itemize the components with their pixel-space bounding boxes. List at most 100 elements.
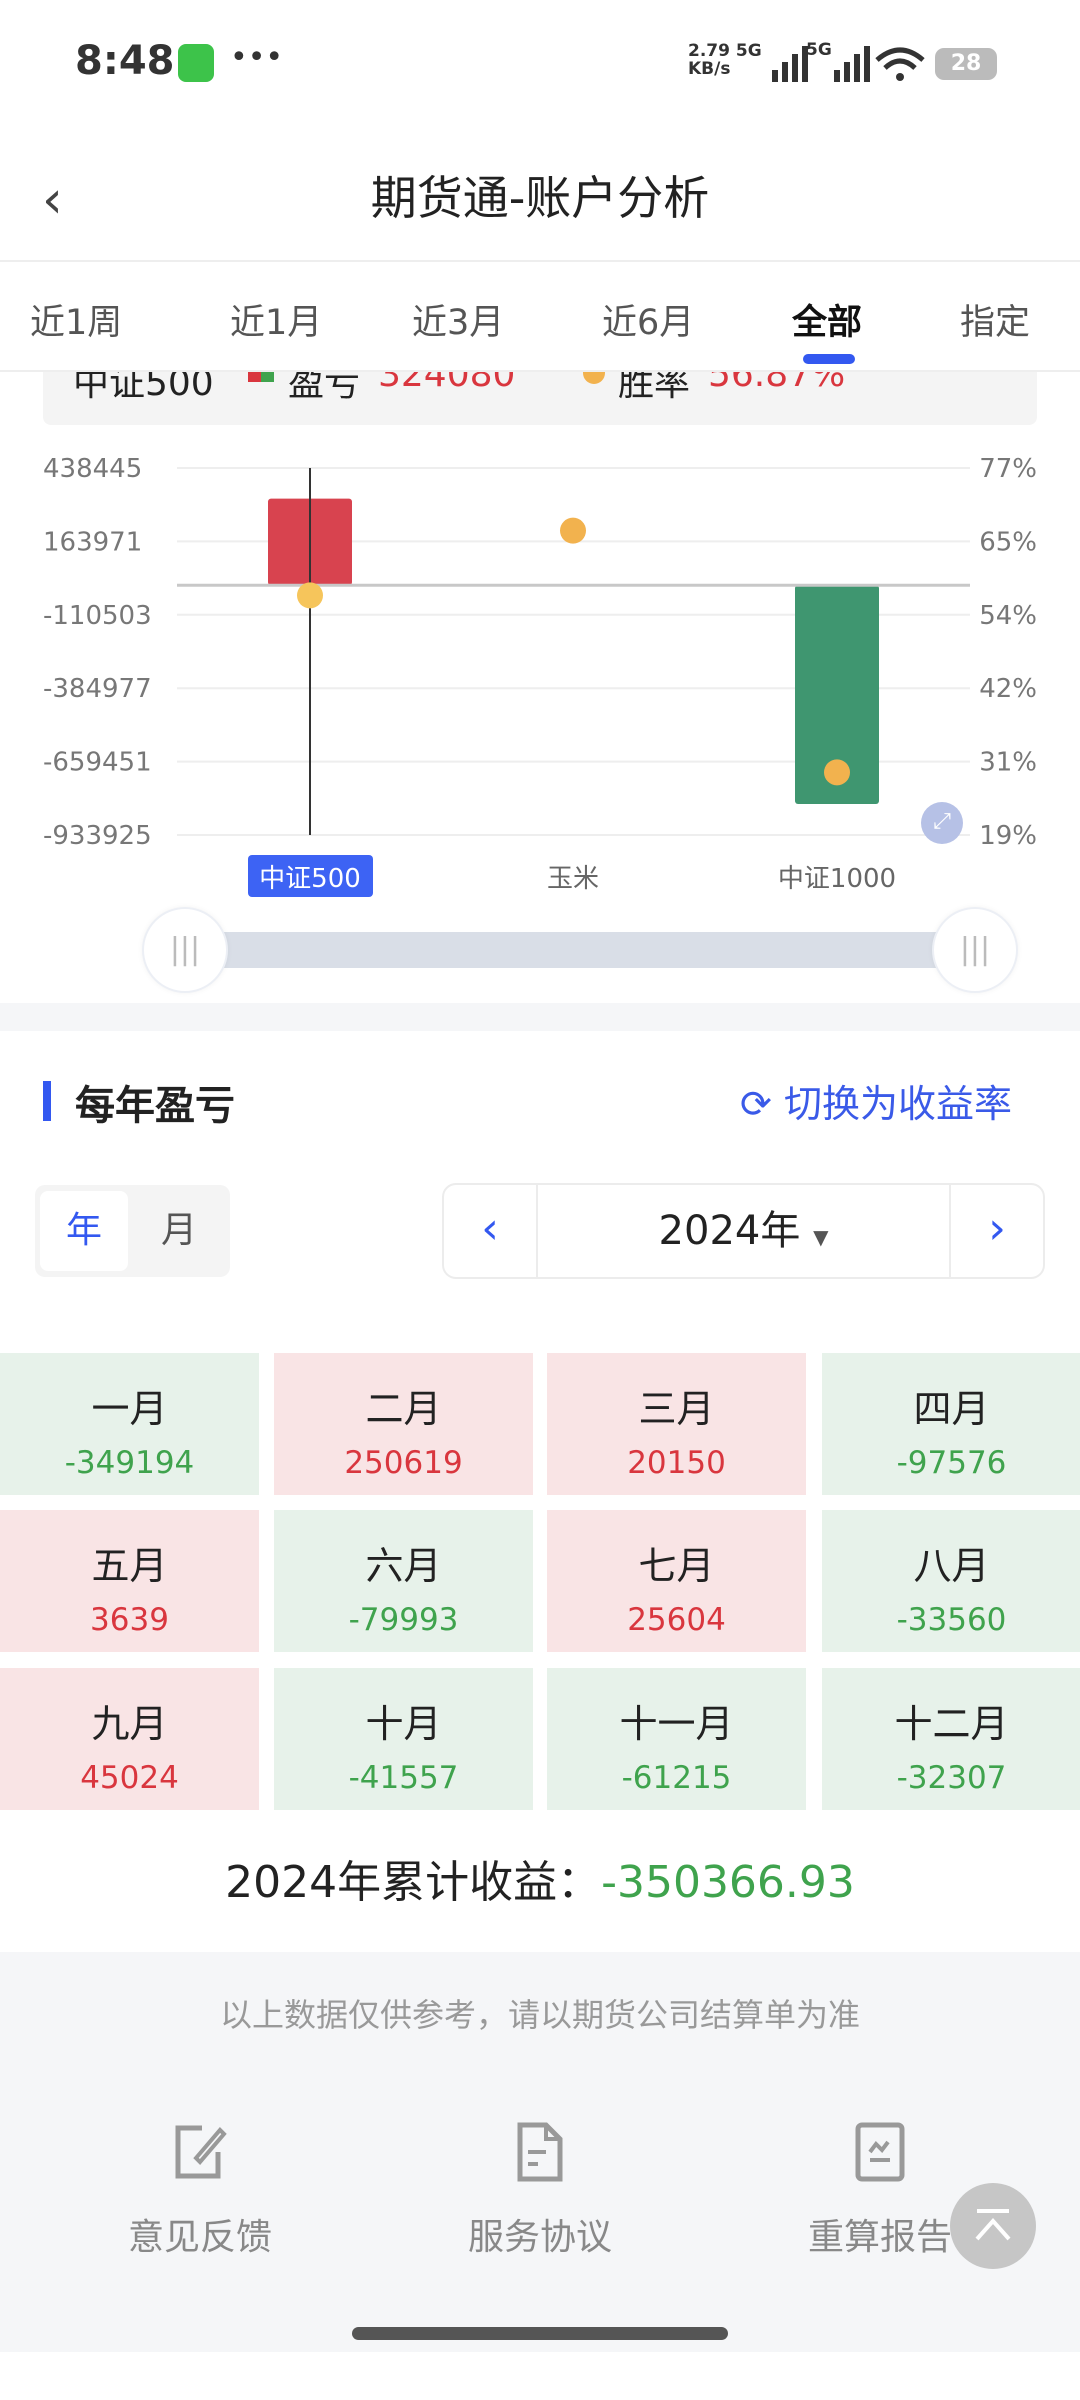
right-tick-label: 31% xyxy=(979,748,1037,778)
legend-win-label: 胜率 xyxy=(618,372,691,404)
recalculate-report-label: 重算报告 xyxy=(807,2217,952,2258)
nav-header: ‹ 期货通-账户分析 xyxy=(0,130,1080,262)
left-tick-label: -933925 xyxy=(43,821,152,851)
month-cell[interactable]: 六月 -79993 xyxy=(274,1510,533,1652)
month-cell[interactable]: 三月 20150 xyxy=(547,1353,806,1495)
month-value: -33560 xyxy=(896,1602,1007,1638)
right-tick-label: 54% xyxy=(979,601,1037,631)
month-cell[interactable]: 九月 45024 xyxy=(0,1668,259,1810)
tab-custom[interactable]: 指定 xyxy=(960,303,1031,343)
left-tick-label: -384977 xyxy=(43,674,152,704)
service-agreement-label: 服务协议 xyxy=(467,2217,612,2258)
wechat-icon xyxy=(178,44,214,82)
service-agreement-button[interactable]: 服务协议 xyxy=(410,2122,670,2260)
wifi-icon xyxy=(875,47,925,81)
toggle-year[interactable]: 年 xyxy=(40,1191,128,1271)
month-cell[interactable]: 十一月 -61215 xyxy=(547,1668,806,1810)
month-value: -79993 xyxy=(348,1602,459,1638)
slider-left-handle[interactable]: ||| xyxy=(142,907,228,993)
month-label: 十月 xyxy=(365,1702,442,1746)
x-category-label[interactable]: 玉米 xyxy=(546,864,599,894)
total-value: -350366.93 xyxy=(601,1857,855,1908)
winrate-legend-marker xyxy=(583,372,605,384)
month-value: 20150 xyxy=(627,1445,726,1481)
tab-1-month[interactable]: 近1月 xyxy=(230,303,323,343)
signal-icon xyxy=(772,46,808,82)
month-label: 十一月 xyxy=(619,1702,734,1746)
month-value: -61215 xyxy=(621,1760,732,1796)
status-bar: 8:48 ••• 2.79 5G KB/s 5G 28 xyxy=(0,0,1080,130)
year-month-toggle: 年 月 xyxy=(35,1185,230,1277)
net-speed-unit: KB/s xyxy=(688,59,731,79)
disclaimer: 以上数据仅供参考，请以期货公司结算单为准 xyxy=(219,1996,860,2034)
month-cell[interactable]: 一月 -349194 xyxy=(0,1353,259,1495)
expand-icon[interactable]: ⤢ xyxy=(921,802,963,844)
month-value: 45024 xyxy=(80,1760,179,1796)
winrate-point xyxy=(297,582,323,609)
refresh-icon: ⟳ xyxy=(740,1082,772,1126)
winrate-point xyxy=(824,759,850,786)
prev-year-button[interactable]: ‹ xyxy=(444,1185,538,1277)
pl-winrate-chart[interactable]: 438445 77% 163971 65% -110503 54% -384977 42% -6… xyxy=(0,430,1080,910)
month-cell[interactable]: 十二月 -32307 xyxy=(822,1668,1080,1810)
legend-name: 中证500 xyxy=(73,372,214,404)
x-category-label[interactable]: 中证500 xyxy=(259,864,361,894)
month-value: -41557 xyxy=(348,1760,459,1796)
next-year-button[interactable]: › xyxy=(949,1185,1043,1277)
footer: 以上数据仅供参考，请以期货公司结算单为准 意见反馈 服务协议 重算报告 xyxy=(0,1952,1080,2352)
tab-6-months[interactable]: 近6月 xyxy=(602,303,695,343)
caret-down-icon: ▼ xyxy=(813,1225,829,1249)
tab-1-week[interactable]: 近1周 xyxy=(30,303,123,343)
legend-win-value: 56.87% xyxy=(708,372,846,395)
sim2-label: 5G xyxy=(806,40,832,60)
winrate-point xyxy=(560,517,586,544)
recalculate-report-button[interactable]: 重算报告 xyxy=(750,2122,1010,2260)
month-cell[interactable]: 五月 3639 xyxy=(0,1510,259,1652)
battery-indicator: 28 xyxy=(935,48,997,80)
signal-icon xyxy=(834,46,870,82)
month-value: -97576 xyxy=(896,1445,1007,1481)
month-label: 九月 xyxy=(91,1702,168,1746)
clock: 8:48 xyxy=(75,38,175,84)
pl-legend-marker xyxy=(248,372,274,382)
month-value: -349194 xyxy=(64,1445,195,1481)
legend-pl-label: 盈亏 xyxy=(288,372,361,404)
section-divider xyxy=(0,1003,1080,1031)
annual-total: 2024年累计收益：-350366.93 xyxy=(0,1846,1080,1910)
switch-to-return-rate-button[interactable]: ⟳ 切换为收益率 xyxy=(740,1073,1012,1128)
month-label: 四月 xyxy=(913,1387,990,1431)
year-value: 2024年 xyxy=(658,1208,801,1254)
x-category-label[interactable]: 中证1000 xyxy=(777,864,897,894)
home-indicator[interactable] xyxy=(352,2327,728,2340)
right-tick-label: 65% xyxy=(979,527,1037,557)
zoom-slider-track[interactable] xyxy=(210,932,940,968)
month-cell[interactable]: 七月 25604 xyxy=(547,1510,806,1652)
year-picker: ‹ 2024年 ▼ › xyxy=(442,1183,1045,1279)
month-cell[interactable]: 四月 -97576 xyxy=(822,1353,1080,1495)
period-tabs: 近1周 近1月 近3月 近6月 全部 指定 xyxy=(0,262,1080,372)
back-to-top-button[interactable] xyxy=(950,2183,1036,2269)
tab-all[interactable]: 全部 xyxy=(792,303,863,343)
page-title: 期货通-账户分析 xyxy=(370,171,710,225)
toggle-month[interactable]: 月 xyxy=(160,1210,197,1251)
month-cell[interactable]: 八月 -33560 xyxy=(822,1510,1080,1652)
month-cell[interactable]: 十月 -41557 xyxy=(274,1668,533,1810)
tab-3-months[interactable]: 近3月 xyxy=(412,303,505,343)
network-speed: 2.79 5G KB/s xyxy=(688,42,762,78)
slider-right-handle[interactable]: ||| xyxy=(932,907,1018,993)
back-chevron-icon[interactable]: ‹ xyxy=(42,170,63,230)
left-tick-label: -659451 xyxy=(43,748,152,778)
feedback-button[interactable]: 意见反馈 xyxy=(70,2122,330,2260)
month-label: 八月 xyxy=(913,1544,990,1588)
year-select[interactable]: 2024年 ▼ xyxy=(538,1185,949,1277)
net-speed-value: 2.79 xyxy=(688,41,730,61)
chart-legend: 中证500 盈亏 324080 胜率 56.87% xyxy=(43,372,1037,425)
right-tick-label: 42% xyxy=(979,674,1037,704)
left-tick-label: 438445 xyxy=(43,454,142,484)
section-accent-bar xyxy=(43,1081,51,1121)
report-icon xyxy=(855,2122,905,2182)
month-value: 3639 xyxy=(90,1602,169,1638)
month-cell[interactable]: 二月 250619 xyxy=(274,1353,533,1495)
month-label: 五月 xyxy=(91,1544,168,1588)
left-tick-label: 163971 xyxy=(43,527,142,557)
